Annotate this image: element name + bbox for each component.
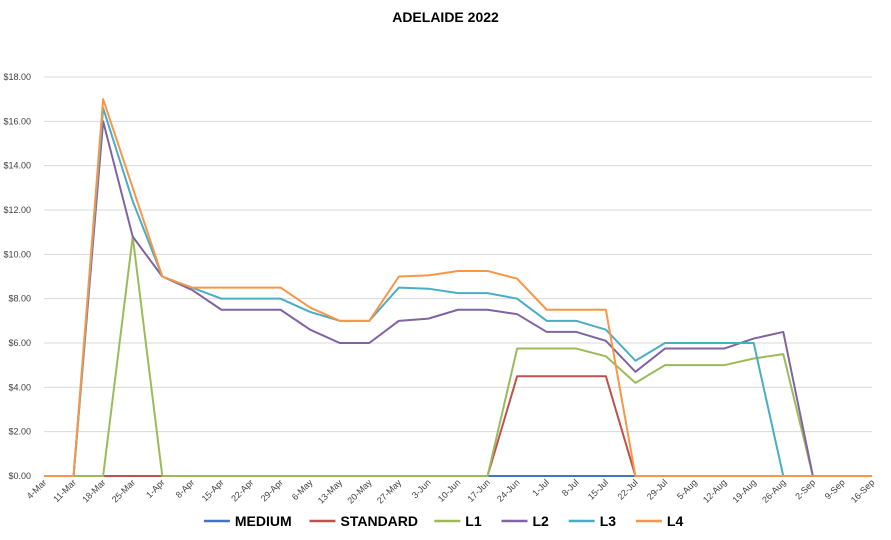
x-tick-label: 17-Jun <box>465 477 492 504</box>
legend-item-l3: L3 <box>568 513 617 529</box>
chart-title: ADELAIDE 2022 <box>392 9 499 25</box>
x-tick-label: 25-Mar <box>110 477 137 504</box>
series-l1-line <box>73 235 814 477</box>
x-tick-label: 9-Sep <box>823 477 847 501</box>
x-tick-label: 18-Mar <box>80 477 107 504</box>
legend-label: L1 <box>465 513 482 529</box>
x-tick-label: 8-Apr <box>174 477 197 500</box>
x-tick-label: 5-Aug <box>675 477 699 501</box>
series-segment <box>44 98 872 477</box>
series-segment <box>72 120 814 477</box>
legend-label: L3 <box>600 513 617 529</box>
legend-item-l2: L2 <box>501 513 550 529</box>
x-tick-label: 11-Mar <box>51 477 78 504</box>
legend-item-l4: L4 <box>635 513 684 529</box>
series-l3-line <box>72 107 785 477</box>
series-l2-line <box>72 120 814 477</box>
x-tick-label: 2-Sep <box>793 477 817 501</box>
x-tick-label: 29-Apr <box>259 477 285 503</box>
legend-label: L4 <box>667 513 684 529</box>
y-tick-label: $0.00 <box>8 471 31 481</box>
legend-label: L2 <box>533 513 550 529</box>
x-tick-label: 6-May <box>290 477 315 502</box>
x-tick-label: 10-Jun <box>436 477 463 504</box>
x-tick-label: 15-Apr <box>200 477 226 503</box>
x-tick-label: 12-Aug <box>701 477 729 505</box>
series-segment <box>486 375 637 477</box>
legend-label: STANDARD <box>341 513 419 529</box>
series-l4-line <box>44 98 872 477</box>
x-tick-label: 26-Aug <box>760 477 788 505</box>
y-tick-label: $8.00 <box>8 294 31 304</box>
y-tick-label: $12.00 <box>3 205 31 215</box>
x-tick-label: 16-Sep <box>849 477 877 505</box>
y-tick-label: $2.00 <box>8 427 31 437</box>
y-tick-label: $10.00 <box>3 249 31 259</box>
series-segment <box>72 107 785 477</box>
x-tick-label: 29-Jul <box>645 477 669 501</box>
x-tick-label: 15-Jul <box>586 477 610 501</box>
x-tick-label: 20-May <box>345 477 374 506</box>
x-tick-label: 24-Jun <box>495 477 522 504</box>
legend-item-l1: L1 <box>434 513 482 529</box>
y-tick-label: $18.00 <box>3 72 31 82</box>
y-tick-label: $16.00 <box>3 116 31 126</box>
series-segment <box>73 235 814 477</box>
x-tick-label: 27-May <box>375 477 404 506</box>
y-tick-label: $4.00 <box>8 382 31 392</box>
x-tick-label: 1-Jul <box>530 477 551 498</box>
x-tick-label: 1-Apr <box>144 477 167 500</box>
x-tick-label: 22-Jul <box>615 477 639 501</box>
series-standard-line <box>73 375 637 477</box>
x-tick-label: 19-Aug <box>731 477 759 505</box>
x-tick-label: 13-May <box>316 477 345 506</box>
legend-item-medium: MEDIUM <box>203 513 292 529</box>
x-tick-label: 3-Jun <box>410 477 433 500</box>
legend-item-standard: STANDARD <box>309 513 419 529</box>
y-tick-label: $14.00 <box>3 161 31 171</box>
y-tick-label: $6.00 <box>8 338 31 348</box>
x-tick-label: 22-Apr <box>229 477 255 503</box>
x-tick-label: 8-Jul <box>560 477 581 498</box>
legend-label: MEDIUM <box>235 513 292 529</box>
